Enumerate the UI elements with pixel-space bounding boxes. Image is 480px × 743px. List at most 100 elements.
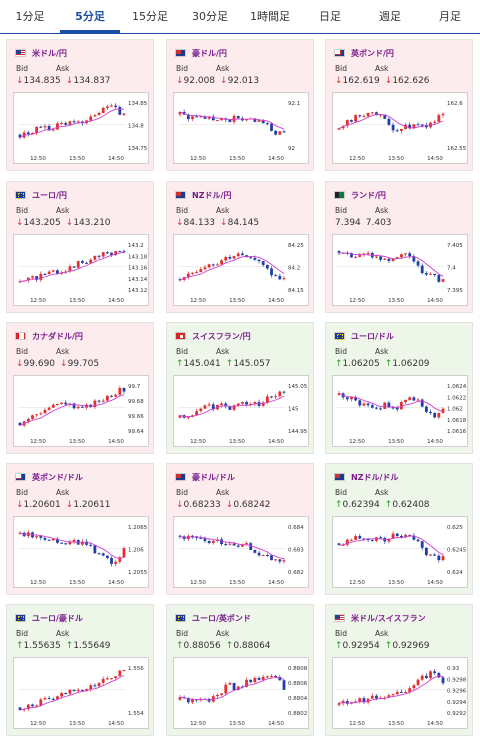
candle-body (232, 256, 236, 259)
tab-4[interactable]: 30分足 (192, 10, 228, 23)
price-chart-svg: 162.6 162.55 12:50 13:50 14:50 (337, 101, 467, 162)
timeframe-tabs: 1分足 5分足 15分足 30分足 1時間足 日足 週足 月足 (0, 0, 480, 34)
candle-body (60, 693, 63, 697)
rate-card[interactable]: NZドル/ドル Bid Ask ↑0.62394 ↑0.62408 0.625 0.6245… (325, 463, 473, 595)
bid-value: 162.619 (342, 76, 380, 86)
candle-body (26, 418, 30, 422)
candlestick-chart[interactable]: 1.2065 1.206 1.2055 12:50 13:50 14:50 (13, 516, 149, 588)
candlestick-chart[interactable]: 0.93 0.9298 0.9296 0.9294 0.9292 12:50 13:50 14… (332, 657, 468, 729)
price-labels: Bid Ask (176, 347, 256, 356)
ask-label: Ask (216, 488, 230, 497)
candlestick-chart[interactable]: 7.405 7.4 7.395 12:50 13:50 14:50 (332, 234, 468, 306)
candle-body (93, 115, 97, 117)
pair-name[interactable]: ユーロ/豪ドル (32, 613, 83, 623)
rate-card[interactable]: ユーロ/円 Bid Ask ↓143.205 ↓143.210 143.2 143.18 14… (6, 181, 154, 313)
candlestick-chart[interactable]: 0.625 0.6245 0.624 12:50 13:50 14:50 (332, 516, 468, 588)
ask-price: ↓143.210 (66, 218, 111, 228)
pair-name[interactable]: NZドル/ドル (351, 472, 399, 482)
y-tick-label: 143.12 (128, 288, 147, 294)
pair-name[interactable]: 豪ドル/ドル (192, 472, 235, 482)
pair-name[interactable]: NZドル/円 (192, 190, 232, 200)
pair-name[interactable]: スイスフラン/円 (192, 331, 251, 341)
y-tick-label: 145.05 (288, 384, 308, 390)
rate-card[interactable]: カナダドル/円 Bid Ask ↓99.690 ↓99.705 99.7 99.68 99.6… (6, 322, 154, 454)
rate-card[interactable]: ユーロ/ドル Bid Ask ↑1.06205 ↑1.06209 1.0624 1.0622… (325, 322, 473, 454)
y-tick-label: 92.1 (288, 101, 300, 107)
candlestick-chart[interactable]: 134.85 134.8 134.75 12:50 13:50 14:50 (13, 92, 149, 164)
eur-flag-icon (175, 614, 186, 622)
rate-card[interactable]: 豪ドル/円 Bid Ask ↓92.008 ↓92.013 92.1 92 12:50 13:5… (166, 39, 314, 171)
pair-name[interactable]: ユーロ/ドル (351, 331, 394, 341)
tab-3[interactable]: 15分足 (132, 10, 168, 23)
rate-card[interactable]: 豪ドル/ドル Bid Ask ↓0.68233 ↓0.68242 0.684 0.683 0.… (166, 463, 314, 595)
candlestick-chart[interactable]: 0.8808 0.8806 0.8804 0.8802 12:50 13:50 14:50 (173, 657, 309, 729)
tab-5[interactable]: 1時間足 (250, 10, 290, 23)
candle-body (412, 256, 416, 262)
candle-body (404, 534, 407, 538)
rate-card[interactable]: ユーロ/豪ドル Bid Ask ↑1.55635 ↑1.55649 1.556 1.554 1… (6, 604, 154, 736)
rate-card[interactable]: ランド/円 Bid Ask 7.394 7.403 7.405 7.4 7.395 12:50 1… (325, 181, 473, 313)
candlestick-chart[interactable]: 99.7 99.68 99.66 99.64 12:50 13:50 14:50 (13, 375, 149, 447)
candlestick-chart[interactable]: 84.25 84.2 84.15 12:50 13:50 14:50 (173, 234, 309, 306)
rate-card[interactable]: 米ドル/スイスフラン Bid Ask ↑0.92954 ↑0.92969 0.93 0.92… (325, 604, 473, 736)
aud-flag-icon (175, 49, 186, 57)
candle-body (404, 253, 407, 255)
ask-value: 92.013 (227, 76, 260, 86)
x-tick-label: 12:50 (30, 298, 46, 304)
candle-body (282, 278, 286, 280)
candlestick-chart[interactable]: 1.556 1.554 12:50 13:50 14:50 (13, 657, 149, 729)
pair-header: 豪ドル/ドル (175, 470, 235, 484)
candle-body (56, 270, 59, 274)
bid-label: Bid (176, 629, 188, 638)
candlestick-chart[interactable]: 92.1 92 12:50 13:50 14:50 (173, 92, 309, 164)
rate-card[interactable]: 英ポンド/円 Bid Ask ↓162.619 ↓162.626 162.6 162.55 1… (325, 39, 473, 171)
rate-card[interactable]: スイスフラン/円 Bid Ask ↑145.041 ↑145.057 145.05 145 1… (166, 322, 314, 454)
candle-body (424, 125, 428, 128)
pair-name[interactable]: ユーロ/円 (32, 190, 67, 200)
rate-card[interactable]: 米ドル/円 Bid Ask ↓134.835 ↓134.837 134.85 134.8 13… (6, 39, 154, 171)
bid-label: Bid (335, 347, 347, 356)
candle-body (350, 397, 353, 400)
y-tick-label: 1.206 (128, 548, 144, 554)
bid-price: ↓84.133 (176, 218, 215, 228)
price-chart-svg: 92.1 92 12:50 13:50 14:50 (178, 101, 300, 162)
pair-name[interactable]: 米ドル/スイスフラン (351, 613, 426, 623)
tab-6[interactable]: 日足 (319, 10, 341, 23)
candle-body (101, 553, 105, 556)
rate-card[interactable]: NZドル/円 Bid Ask ↓84.133 ↓84.145 84.25 84.2 84.15… (166, 181, 314, 313)
pair-name[interactable]: ランド/円 (351, 190, 386, 200)
pair-name[interactable]: カナダドル/円 (32, 331, 83, 341)
candlestick-chart[interactable]: 145.05 145 144.95 12:50 13:50 14:50 (173, 375, 309, 447)
candle-body (282, 680, 286, 690)
price-labels: Bid Ask (335, 206, 415, 215)
pair-name[interactable]: 英ポンド/円 (351, 48, 394, 58)
pair-name[interactable]: ユーロ/英ポンド (192, 613, 251, 623)
pair-name[interactable]: 豪ドル/円 (192, 48, 227, 58)
rate-card[interactable]: ユーロ/英ポンド Bid Ask ↑0.88056 ↑0.88064 0.8808 0.88… (166, 604, 314, 736)
tab-8[interactable]: 月足 (439, 10, 461, 23)
candlestick-chart[interactable]: 1.0624 1.0622 1.062 1.0618 1.0616 12:50 13:50 1… (332, 375, 468, 447)
pair-name[interactable]: 米ドル/円 (32, 48, 67, 58)
tab-2[interactable]: 5分足 (60, 0, 120, 33)
candle-body (249, 543, 253, 550)
candle-body (26, 704, 30, 710)
candlestick-chart[interactable]: 0.684 0.683 0.682 12:50 13:50 14:50 (173, 516, 309, 588)
pair-name[interactable]: 英ポンド/ドル (32, 472, 83, 482)
ask-label: Ask (375, 347, 389, 356)
candlestick-chart[interactable]: 143.2 143.18 143.16 143.14 143.12 12:50 13:50 1… (13, 234, 149, 306)
candle-body (110, 557, 113, 564)
candlestick-chart[interactable]: 162.6 162.55 12:50 13:50 14:50 (332, 92, 468, 164)
y-tick-label: 99.64 (128, 429, 144, 435)
tab-1[interactable]: 1分足 (15, 10, 45, 23)
y-tick-label: 99.68 (128, 399, 144, 405)
candle-body (51, 698, 55, 700)
ask-value: 1.06209 (392, 359, 430, 369)
candle-body (370, 540, 374, 542)
tab-7[interactable]: 週足 (379, 10, 401, 23)
candle-body (93, 545, 97, 554)
candle-body (412, 685, 416, 689)
price-values: ↑145.041 ↑145.057 (176, 359, 276, 369)
rate-card[interactable]: 英ポンド/ドル Bid Ask ↓1.20601 ↓1.20611 1.2065 1.206… (6, 463, 154, 595)
arrow-down-icon: ↓ (65, 218, 74, 228)
price-values: ↑0.62394 ↑0.62408 (335, 500, 435, 510)
